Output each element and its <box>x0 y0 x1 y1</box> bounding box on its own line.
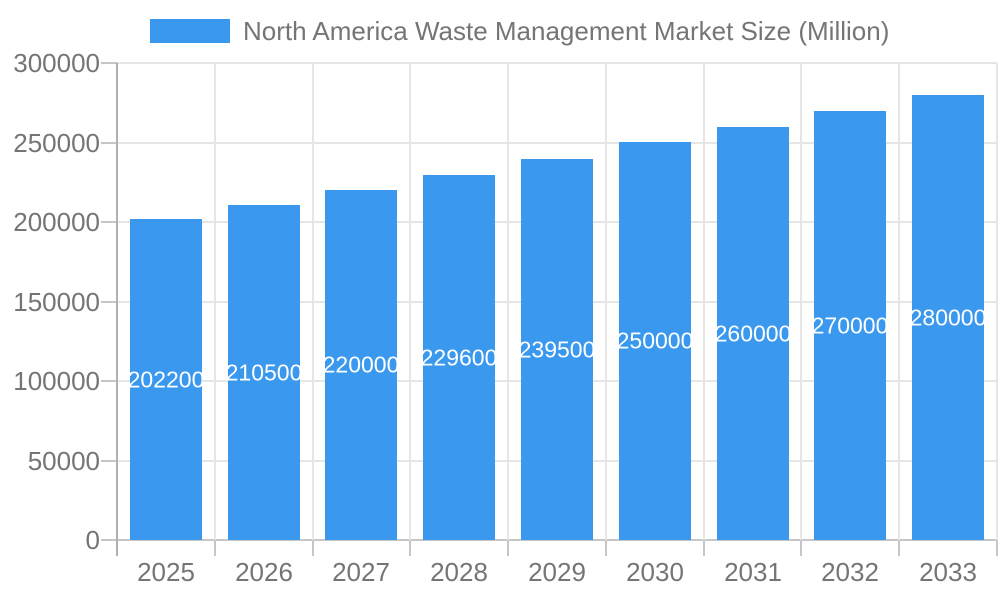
y-axis-label: 0 <box>85 525 100 555</box>
bar-value-label: 270000 <box>814 312 886 338</box>
y-axis-label: 300000 <box>13 48 100 78</box>
y-axis-label: 250000 <box>13 128 100 158</box>
chart-legend[interactable]: North America Waste Management Market Si… <box>150 15 890 46</box>
y-axis-tick <box>101 460 117 462</box>
bar-2031[interactable]: 260000 <box>717 127 789 540</box>
x-axis-tick <box>507 540 509 556</box>
y-axis-tick <box>101 221 117 223</box>
v-gridline <box>703 63 705 540</box>
bar-value-label: 202200 <box>130 366 202 392</box>
bar-2025[interactable]: 202200 <box>130 219 202 540</box>
x-axis-tick <box>800 540 802 556</box>
x-axis-label-2025: 2025 <box>137 557 195 587</box>
v-gridline <box>605 63 607 540</box>
v-gridline <box>898 63 900 540</box>
v-gridline <box>507 63 509 540</box>
y-axis-tick <box>101 142 117 144</box>
bar-2026[interactable]: 210500 <box>228 205 300 540</box>
x-axis-tick <box>409 540 411 556</box>
y-axis-label: 50000 <box>27 446 100 476</box>
bar-value-label: 229600 <box>423 344 495 370</box>
y-axis-tick <box>101 380 117 382</box>
bar-value-label: 250000 <box>619 327 691 354</box>
bar-value-label: 239500 <box>521 336 593 362</box>
bar-2032[interactable]: 270000 <box>814 111 886 540</box>
legend-label: North America Waste Management Market Si… <box>243 15 890 46</box>
x-axis-label-2028: 2028 <box>430 557 488 587</box>
v-gridline <box>996 63 998 540</box>
x-axis-tick <box>898 540 900 556</box>
y-axis-label: 200000 <box>13 207 100 237</box>
x-axis-label-2029: 2029 <box>528 557 586 587</box>
h-gridline <box>117 62 997 64</box>
x-axis-label-2026: 2026 <box>235 557 293 587</box>
y-axis-line <box>116 63 118 556</box>
bar-2029[interactable]: 239500 <box>521 159 593 540</box>
bar-2028[interactable]: 229600 <box>423 175 495 540</box>
x-axis-tick <box>214 540 216 556</box>
bar-value-label: 210500 <box>228 359 300 385</box>
y-axis-tick <box>101 301 117 303</box>
x-axis-label-2027: 2027 <box>332 557 390 587</box>
x-axis-tick <box>312 540 314 556</box>
bar-value-label: 280000 <box>912 304 984 330</box>
bar-value-label: 220000 <box>325 351 397 378</box>
v-gridline <box>312 63 314 540</box>
x-axis-label-2030: 2030 <box>626 557 684 587</box>
y-axis-tick <box>101 62 117 64</box>
bar-value-label: 260000 <box>717 320 789 346</box>
x-axis-tick <box>996 540 998 556</box>
h-gridline <box>117 142 997 144</box>
v-gridline <box>214 63 216 540</box>
y-axis-label: 100000 <box>13 366 100 396</box>
x-axis-label-2031: 2031 <box>724 557 782 587</box>
x-axis-label-2032: 2032 <box>821 557 879 587</box>
bar-2027[interactable]: 220000 <box>325 190 397 540</box>
v-gridline <box>409 63 411 540</box>
bar-2030[interactable]: 250000 <box>619 142 691 540</box>
x-axis-tick <box>703 540 705 556</box>
x-axis-tick <box>605 540 607 556</box>
legend-swatch <box>150 19 230 43</box>
x-axis-baseline <box>101 539 997 541</box>
x-axis-label-2033: 2033 <box>919 557 977 587</box>
v-gridline <box>800 63 802 540</box>
y-axis-label: 150000 <box>13 287 100 317</box>
bar-2033[interactable]: 280000 <box>912 95 984 540</box>
